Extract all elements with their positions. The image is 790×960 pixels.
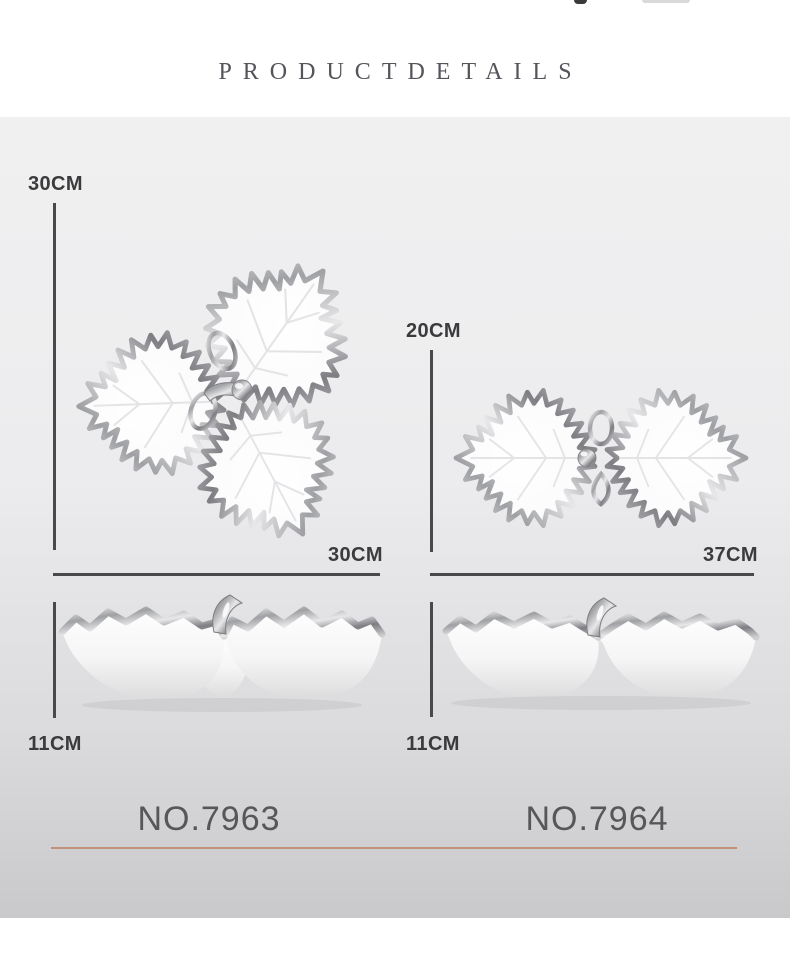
right-width-dimension-label: 37CM — [703, 544, 758, 566]
silver-loop-icon — [206, 330, 238, 372]
right-bowl-shape — [224, 610, 382, 696]
two-leaf-dish-top-view-image — [440, 362, 762, 554]
right-bowl-height-dimension-line — [430, 602, 433, 717]
left-bowl-shape — [446, 615, 599, 696]
silver-berry-icon — [231, 379, 253, 401]
dish-shadow — [451, 696, 751, 710]
right-width-dimension-line — [430, 573, 754, 576]
left-width-dimension-line — [53, 573, 380, 576]
right-model-number-label: NO.7964 — [525, 800, 669, 838]
left-bowl-silver-rim — [58, 606, 228, 640]
right-bowl-silver-rim — [220, 606, 386, 640]
right-bowl-silver-rim — [594, 611, 760, 641]
photo-artifact-mark-2 — [642, 0, 690, 3]
berry-highlight — [580, 451, 588, 457]
silver-stem-icon — [586, 597, 618, 638]
silver-teardrop-loop-icon — [591, 470, 611, 507]
right-height-dimension-line — [430, 350, 433, 552]
left-bowl-silver-rim — [442, 611, 602, 641]
right-bowl-height-dimension-label: 11CM — [406, 733, 460, 755]
left-bowl-height-dimension-line — [53, 602, 56, 718]
stem-highlight — [596, 605, 604, 621]
three-bowl-dish-side-view-image — [58, 594, 386, 712]
two-bowl-dish-side-view-image — [442, 597, 760, 710]
left-width-dimension-label: 30CM — [328, 544, 383, 566]
right-height-dimension-label: 20CM — [406, 320, 461, 342]
leaf-bowl-right — [607, 390, 746, 525]
dish-shadow — [82, 698, 362, 712]
leaf-bowl-left — [456, 390, 595, 525]
left-height-dimension-line — [53, 203, 56, 550]
left-bowl-shape — [62, 610, 225, 696]
silver-berry-icon — [577, 448, 597, 468]
three-leaf-dish-top-view-image — [62, 243, 394, 549]
photo-artifact-mark — [574, 0, 587, 4]
accent-divider-line — [51, 847, 737, 849]
left-model-number-label: NO.7963 — [137, 800, 281, 838]
berry-highlight — [235, 383, 243, 389]
silver-stem-icon — [212, 594, 244, 635]
stem-highlight — [222, 602, 230, 618]
right-bowl-shape — [598, 615, 756, 695]
page-title: PRODUCTDETAILS — [218, 59, 583, 85]
left-bowl-height-dimension-label: 11CM — [28, 733, 82, 755]
silver-loop-icon — [587, 409, 615, 447]
left-height-dimension-label: 30CM — [28, 173, 83, 195]
